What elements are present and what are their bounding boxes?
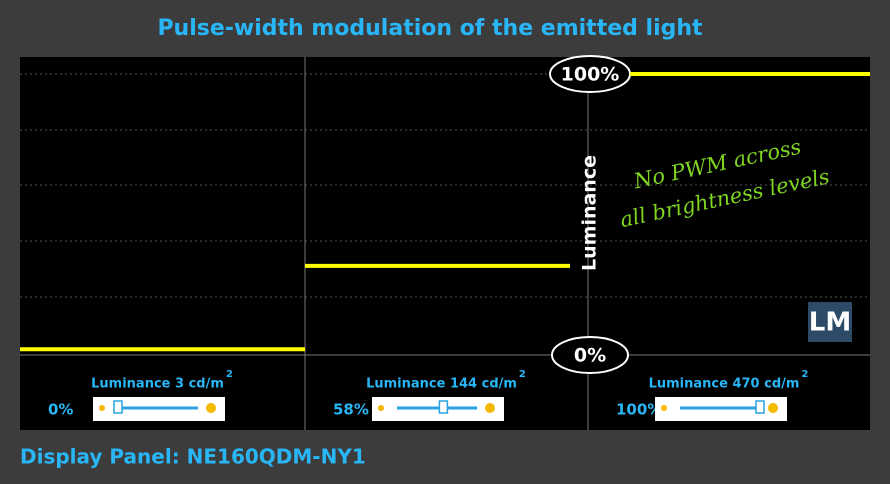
sun-large [768,403,778,413]
footer: Display Panel: NE160QDM-NY1 [20,445,366,469]
sun-small [99,405,105,411]
bottom-marker: 0% [574,345,606,367]
luminance-label: Luminance 144 cd/m [366,377,517,392]
marker-ellipse [551,336,629,374]
unit-exponent: 2 [519,369,526,380]
title: Pulse-width modulation of the emitted li… [157,16,703,41]
luminance-label: Luminance 470 cd/m [649,377,800,392]
sun-large [206,403,216,413]
slider-knob [438,400,449,414]
brightness-label: 100% [616,401,662,419]
unit-exponent: 2 [226,369,233,380]
axis-label: Luminance [579,155,601,271]
luminance-label: Luminance 3 cd/m [91,377,224,392]
top-marker: 100% [561,64,620,86]
sun-large [485,403,495,413]
unit-exponent: 2 [801,369,808,380]
slider-knob [113,400,123,414]
sun-small [378,405,384,411]
brightness-label: 0% [48,401,73,419]
sun-small [661,405,667,411]
brightness-label: 58% [333,401,369,419]
slider-knob [755,400,765,414]
logo-box [808,302,852,342]
scope [20,57,870,430]
logo: LM [809,308,851,338]
grid [20,57,870,430]
